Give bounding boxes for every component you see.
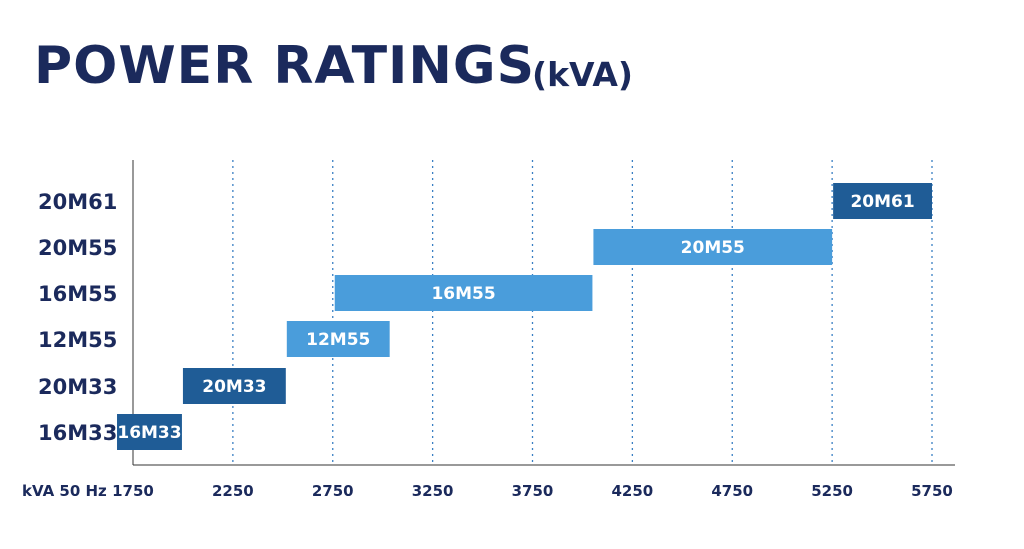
bar-label: 12M55 bbox=[306, 330, 370, 350]
range-bar bbox=[286, 321, 390, 357]
range-bar bbox=[833, 183, 932, 219]
category-labels: 16M33 20M33 12M55 16M55 20M55 20M61 bbox=[38, 190, 117, 445]
bar-label: 20M55 bbox=[681, 238, 745, 258]
range-bar bbox=[593, 229, 833, 265]
range-bar bbox=[117, 414, 182, 450]
x-tick-label: 5750 bbox=[911, 482, 953, 500]
category-label: 20M33 bbox=[38, 375, 117, 399]
gridlines bbox=[232, 160, 933, 465]
category-label: 12M55 bbox=[38, 328, 117, 352]
x-tick-label: 3250 bbox=[412, 482, 454, 500]
bar-label: 16M33 bbox=[117, 423, 181, 443]
category-label: 20M61 bbox=[38, 190, 117, 214]
bar-label: 16M55 bbox=[431, 284, 495, 304]
axes: kVA 50 Hz bbox=[22, 160, 955, 500]
x-tick-labels: 1750 2250 2750 3250 3750 4250 4750 5250 5750 bbox=[112, 482, 953, 500]
x-tick-label: 2750 bbox=[312, 482, 354, 500]
x-tick-label: 2250 bbox=[212, 482, 254, 500]
x-tick-label: 4750 bbox=[711, 482, 753, 500]
x-tick-label: 3750 bbox=[512, 482, 554, 500]
chart-title: POWER RATINGS bbox=[34, 36, 536, 96]
x-tick-label: 1750 bbox=[112, 482, 154, 500]
x-tick-label: 5250 bbox=[811, 482, 853, 500]
category-label: 16M55 bbox=[38, 282, 117, 306]
x-tick-label: 4250 bbox=[612, 482, 654, 500]
range-bar bbox=[334, 275, 593, 311]
chart-subtitle: (kVA) bbox=[532, 55, 633, 94]
bar-label: 20M33 bbox=[202, 377, 266, 397]
x-axis-label: kVA 50 Hz bbox=[22, 482, 107, 500]
category-label: 16M33 bbox=[38, 421, 117, 445]
range-bar bbox=[182, 368, 286, 404]
bar-label: 20M61 bbox=[850, 192, 914, 212]
range-bars: 16M33 20M33 12M55 16M55 20M55 20M61 bbox=[117, 183, 932, 450]
category-label: 20M55 bbox=[38, 236, 117, 260]
